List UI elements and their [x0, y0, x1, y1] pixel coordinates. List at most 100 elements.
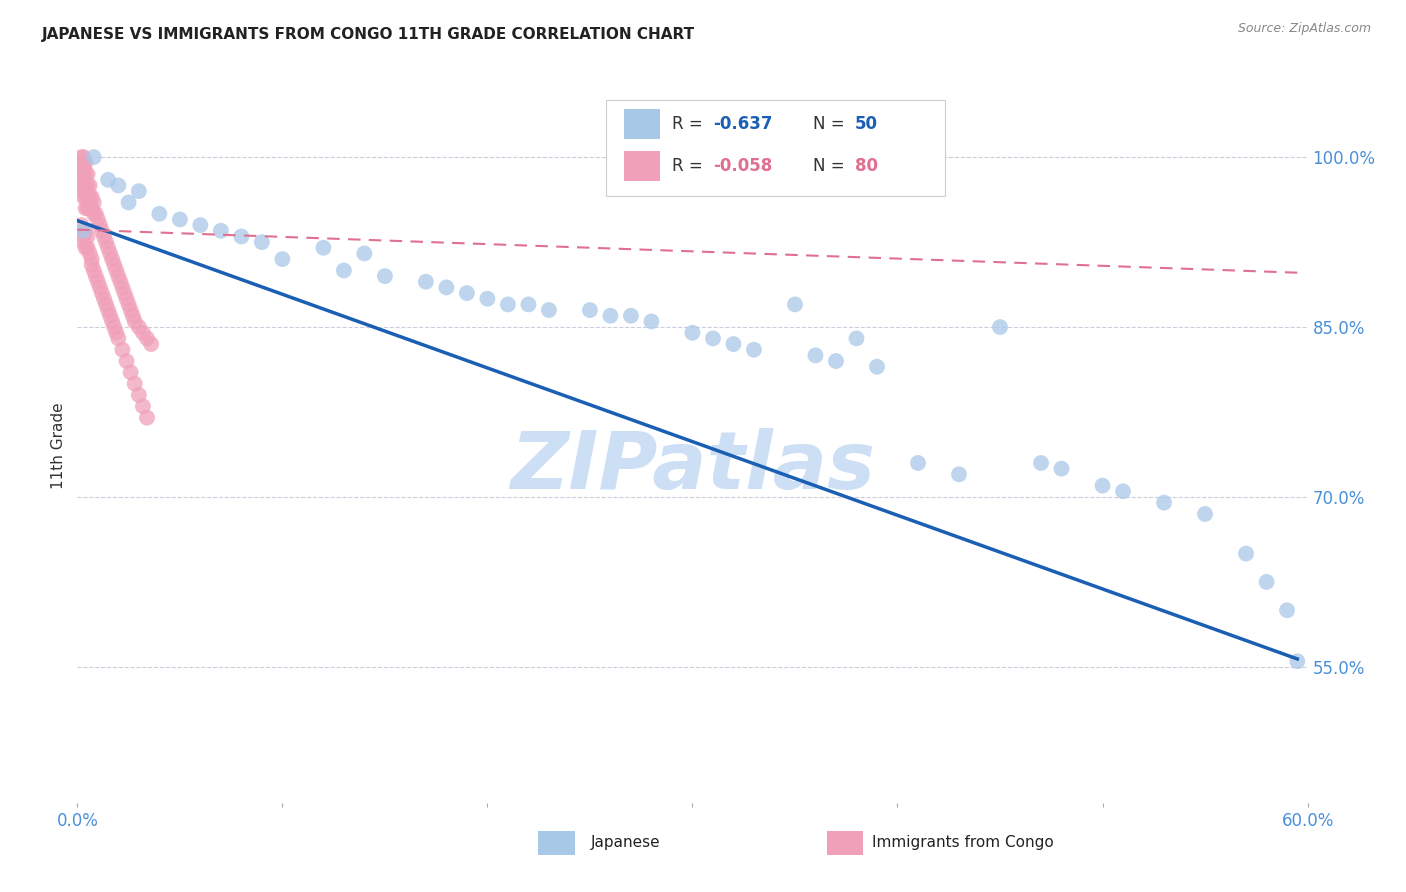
Point [128, 184, 150, 198]
Point [1029, 456, 1052, 470]
FancyBboxPatch shape [624, 109, 661, 139]
Point [1050, 461, 1073, 475]
Point [620, 309, 643, 323]
Point [72, 178, 94, 193]
Point [1194, 507, 1216, 521]
Text: Source: ZipAtlas.com: Source: ZipAtlas.com [1237, 22, 1371, 36]
Point [83, 150, 105, 164]
Point [87, 275, 110, 289]
Point [75, 178, 97, 193]
Point [456, 286, 478, 301]
Point [250, 235, 273, 249]
Point [76, 201, 98, 215]
Point [84, 269, 107, 284]
Point [70, 156, 93, 170]
Point [477, 292, 499, 306]
Point [537, 303, 560, 318]
Point [76, 190, 98, 204]
Point [97, 303, 120, 318]
Point [70, 218, 93, 232]
Point [97, 241, 120, 255]
Point [723, 337, 745, 351]
Point [83, 195, 105, 210]
Point [948, 467, 970, 482]
Point [107, 269, 129, 284]
Point [1256, 574, 1278, 589]
Point [79, 178, 101, 193]
Point [114, 286, 136, 301]
Point [76, 167, 98, 181]
Point [80, 201, 103, 215]
Point [103, 258, 125, 272]
Point [70, 150, 93, 164]
Point [89, 218, 111, 232]
Point [128, 320, 150, 334]
Point [120, 365, 142, 379]
Point [72, 156, 94, 170]
Point [128, 388, 150, 402]
Text: JAPANESE VS IMMIGRANTS FROM CONGO 11TH GRADE CORRELATION CHART: JAPANESE VS IMMIGRANTS FROM CONGO 11TH G… [42, 27, 696, 42]
Point [1091, 478, 1114, 492]
Point [94, 297, 117, 311]
Text: -0.058: -0.058 [713, 157, 773, 175]
Point [72, 150, 94, 164]
Point [599, 309, 621, 323]
Point [1112, 484, 1135, 499]
Point [1153, 495, 1175, 509]
Point [105, 263, 128, 277]
Point [93, 229, 115, 244]
Point [83, 263, 105, 277]
Point [517, 297, 540, 311]
Point [93, 292, 115, 306]
Point [148, 207, 170, 221]
Point [79, 201, 101, 215]
Point [136, 331, 159, 345]
Point [89, 280, 111, 294]
Point [79, 246, 101, 260]
Point [188, 218, 212, 232]
Point [75, 241, 97, 255]
Point [415, 275, 437, 289]
Point [98, 246, 121, 260]
Point [94, 235, 117, 249]
Point [124, 314, 146, 328]
Point [72, 161, 94, 176]
Point [374, 269, 396, 284]
Point [111, 343, 134, 357]
Point [107, 331, 129, 345]
Text: -0.637: -0.637 [713, 115, 773, 133]
Point [72, 173, 94, 187]
Point [333, 263, 356, 277]
Point [988, 320, 1011, 334]
Point [783, 297, 806, 311]
FancyBboxPatch shape [624, 151, 661, 181]
Point [87, 212, 110, 227]
Point [640, 314, 662, 328]
Point [80, 252, 103, 266]
Point [80, 258, 103, 272]
Point [107, 178, 129, 193]
Point [103, 320, 125, 334]
Point [271, 252, 294, 266]
Point [72, 167, 94, 181]
Text: 80: 80 [855, 157, 877, 175]
Point [169, 212, 191, 227]
Text: Immigrants from Congo: Immigrants from Congo [872, 836, 1053, 850]
Point [141, 337, 163, 351]
Text: Japanese: Japanese [591, 836, 661, 850]
Point [845, 331, 868, 345]
Point [75, 167, 97, 181]
Text: R =: R = [672, 115, 707, 133]
Point [124, 376, 146, 391]
Point [1286, 654, 1309, 668]
Point [825, 354, 848, 368]
Point [120, 303, 142, 318]
Point [80, 190, 103, 204]
Point [804, 348, 827, 362]
Text: R =: R = [672, 157, 707, 175]
Point [76, 241, 98, 255]
Point [231, 229, 253, 244]
Point [110, 275, 132, 289]
Point [72, 184, 94, 198]
Point [866, 359, 889, 374]
